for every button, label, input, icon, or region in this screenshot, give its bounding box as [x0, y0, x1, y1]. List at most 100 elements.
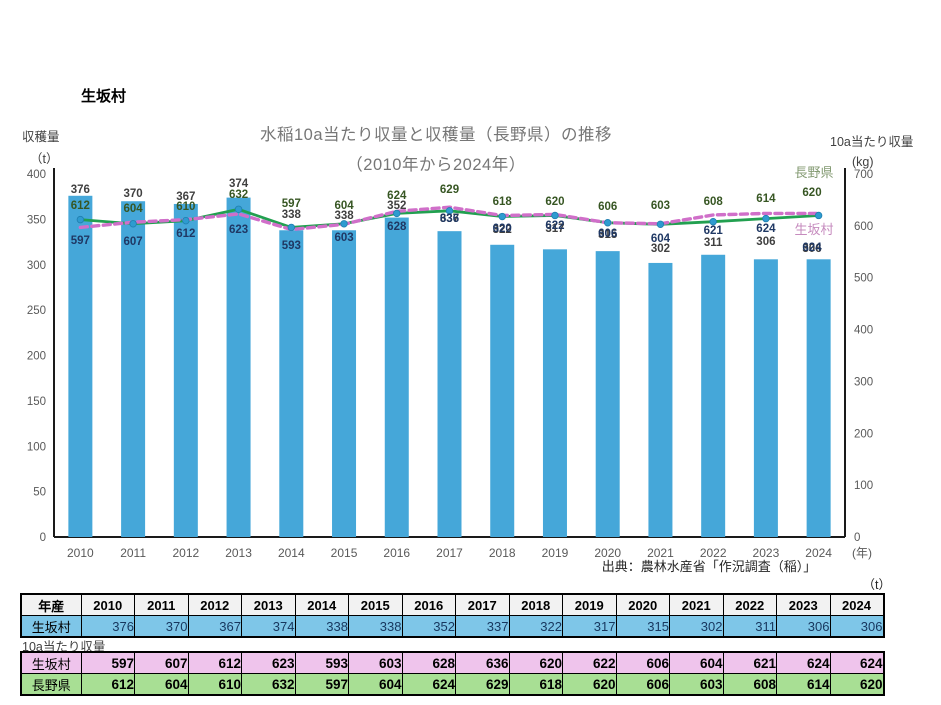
year-header-cell: 2016 — [401, 593, 456, 616]
x-tick: 2015 — [331, 546, 358, 560]
marker-nagano — [340, 220, 348, 228]
bar-value-label: 317 — [545, 223, 564, 235]
year-header-cell: 2011 — [134, 593, 189, 616]
bar-2023 — [753, 259, 778, 537]
year-header-cell: 2013 — [241, 593, 296, 616]
yield-value-cell: 624 — [401, 673, 456, 696]
yield-value-cell: 620 — [508, 651, 563, 674]
yield-value-cell: 632 — [241, 673, 296, 696]
year-header-cell: 2019 — [562, 593, 617, 616]
bar-value-label: 374 — [229, 178, 249, 190]
right-tick: 400 — [854, 325, 873, 337]
bar-value-label: 337 — [440, 213, 459, 225]
yield-value-cell: 606 — [615, 651, 670, 674]
harvest-value-cell: 370 — [134, 615, 189, 638]
nagano-value-label: 618 — [493, 196, 513, 208]
x-tick: 2024 — [805, 546, 832, 560]
x-tick: 2018 — [489, 546, 516, 560]
nagano-value-label: 629 — [440, 184, 459, 196]
harvest-row-label: 生坂村 — [20, 615, 82, 638]
ikusaka-value-label: 636 — [440, 213, 459, 225]
harvest-value-cell: 367 — [187, 615, 242, 638]
bar-2015 — [332, 230, 357, 537]
left-tick: 0 — [40, 532, 46, 544]
bar-2022 — [701, 254, 726, 537]
left-tick: 400 — [27, 169, 46, 181]
x-tick: 2022 — [700, 546, 727, 560]
right-tick: 0 — [854, 532, 860, 544]
harvest-value-cell: 306 — [829, 615, 884, 638]
marker-nagano — [551, 211, 559, 220]
nagano-value-label: 604 — [124, 203, 144, 215]
harvest-value-cell: 376 — [80, 615, 135, 638]
right-axis-unit: (kg) — [852, 155, 874, 169]
left-tick: 300 — [27, 260, 46, 272]
harvest-value-cell: 352 — [401, 615, 456, 638]
year-header-cell: 2012 — [187, 593, 242, 616]
left-tick: 200 — [27, 351, 46, 363]
harvest-value-cell: 374 — [241, 615, 296, 638]
yield-value-cell: 629 — [455, 673, 510, 696]
marker-nagano — [656, 220, 665, 229]
left-tick: 150 — [27, 396, 46, 408]
x-tick: 2014 — [278, 546, 305, 560]
nagano-value-label: 597 — [282, 198, 301, 210]
yield-value-cell: 636 — [455, 651, 510, 674]
ikusaka-value-label: 593 — [282, 240, 301, 252]
yield-value-cell: 597 — [80, 651, 135, 674]
bar-value-label: 311 — [704, 237, 723, 249]
yield-value-cell: 610 — [187, 673, 242, 696]
year-header-cell: 2024 — [829, 593, 884, 616]
bar-2012 — [173, 203, 198, 537]
ikusaka-value-label: 603 — [334, 232, 353, 244]
ikusaka-value-label: 612 — [176, 228, 195, 240]
harvest-value-cell: 311 — [722, 615, 777, 638]
bar-value-label: 315 — [598, 229, 618, 241]
left-tick: 250 — [27, 305, 46, 317]
nagano-value-label: 620 — [545, 196, 564, 208]
chart-title: 水稲10a当たり収量と収穫量（長野県）の推移 — [260, 125, 612, 144]
chart-subtitle: （2010年から2024年） — [346, 155, 525, 174]
x-tick: 2020 — [594, 546, 621, 560]
year-header-cell: 2014 — [294, 593, 349, 616]
nagano-value-label: 603 — [651, 200, 670, 212]
x-tick: 2023 — [753, 546, 780, 560]
x-tick: 2012 — [172, 546, 199, 560]
bar-2021 — [648, 262, 673, 537]
marker-nagano — [604, 219, 612, 227]
yield-value-cell: 624 — [829, 651, 884, 674]
left-tick: 50 — [33, 487, 46, 499]
yield-value-cell: 604 — [134, 673, 189, 696]
series-end-label-ikusaka: 生坂村 — [794, 222, 833, 237]
bar-value-label: 306 — [756, 236, 775, 248]
bar-2018 — [490, 244, 515, 537]
yield-value-cell: 608 — [722, 673, 777, 696]
table-unit-note: （t） — [863, 578, 891, 592]
right-tick: 700 — [854, 169, 873, 181]
ikusaka-value-label: 623 — [229, 224, 248, 236]
line-series — [76, 205, 823, 232]
yield-value-cell: 618 — [508, 673, 563, 696]
ikusaka-value-label: 622 — [545, 220, 564, 232]
harvest-value-cell: 322 — [508, 615, 563, 638]
x-axis-unit: (年) — [852, 546, 872, 560]
yield-value-cell: 597 — [294, 673, 349, 696]
left-tick: 100 — [27, 441, 46, 453]
nagano-value-label: 620 — [802, 187, 821, 199]
marker-nagano — [445, 207, 454, 215]
marker-nagano — [498, 212, 506, 221]
bar-2013 — [226, 197, 251, 537]
ikusaka-value-label: 621 — [704, 225, 724, 237]
bar-2011 — [121, 201, 146, 537]
marker-nagano — [234, 205, 243, 213]
left-axis-unit: （t） — [30, 152, 58, 166]
marker-nagano — [182, 216, 190, 225]
yield-row-label: 長野県 — [20, 673, 82, 696]
harvest-value-cell: 338 — [348, 615, 403, 638]
nagano-value-label: 624 — [387, 190, 407, 202]
bar-value-label: 370 — [124, 188, 143, 200]
marker-nagano — [129, 220, 137, 228]
combo-chart: 水稲10a当たり収量と収穫量（長野県）の推移 （2010年から2024年） 収穫… — [22, 125, 913, 592]
yield-value-cell: 620 — [829, 673, 884, 696]
